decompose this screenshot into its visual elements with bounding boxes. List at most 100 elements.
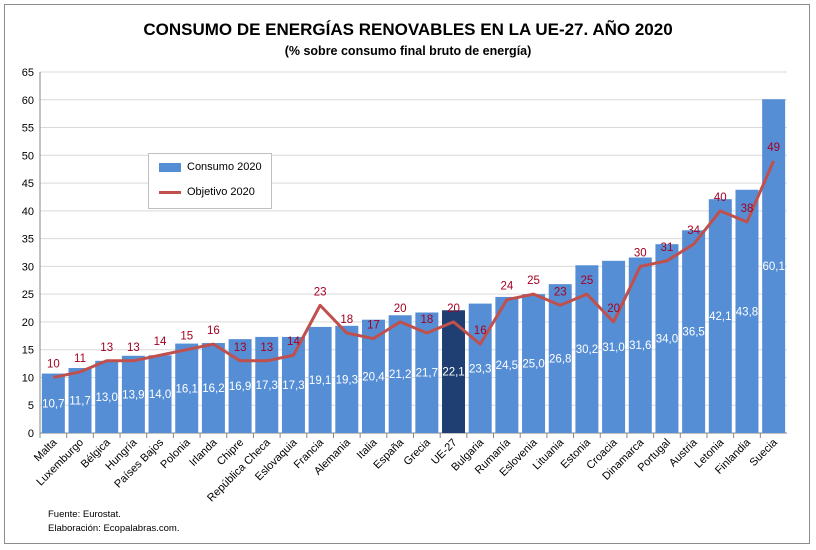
target-data-label: 15 <box>180 331 193 343</box>
bar-data-label: 16,2 <box>202 383 224 395</box>
target-data-label: 18 <box>340 314 353 326</box>
bar-data-label: 11,7 <box>69 396 91 408</box>
bar-data-label: 19,1 <box>309 375 331 387</box>
legend-item-objetivo: Objetivo 2020 <box>159 186 255 198</box>
y-tick-label: 25 <box>22 289 34 301</box>
target-data-label: 23 <box>554 286 567 298</box>
y-tick-label: 0 <box>28 428 34 440</box>
bar-data-label: 23,3 <box>469 363 491 375</box>
bar-data-label: 30,2 <box>576 344 598 356</box>
bar-data-label: 19,3 <box>336 374 358 386</box>
legend-label: Objetivo 2020 <box>187 186 255 198</box>
target-data-label: 14 <box>287 336 300 348</box>
target-data-label: 14 <box>154 336 167 348</box>
bar <box>682 230 706 433</box>
bar-data-label: 31,6 <box>629 340 651 352</box>
source-note: Fuente: Eurostat. <box>48 509 121 520</box>
y-tick-label: 50 <box>22 150 34 162</box>
bar <box>121 355 145 433</box>
credit-note: Elaboración: Ecopalabras.com. <box>48 523 180 534</box>
y-tick-label: 45 <box>22 178 34 190</box>
bar-data-label: 24,5 <box>496 360 518 372</box>
bar-data-label: 13,0 <box>96 392 118 404</box>
bar <box>708 199 732 433</box>
bar <box>655 244 679 433</box>
target-data-label: 25 <box>527 275 540 287</box>
bar-data-label: 13,9 <box>122 389 144 401</box>
y-tick-label: 30 <box>22 261 34 273</box>
legend-swatch-line <box>159 190 181 194</box>
bar-data-label: 36,5 <box>682 327 704 339</box>
target-data-label: 13 <box>127 342 140 354</box>
target-data-label: 30 <box>634 247 647 259</box>
legend-item-consumo: Consumo 2020 <box>159 161 262 173</box>
target-data-label: 20 <box>607 303 620 315</box>
target-data-label: 24 <box>500 281 513 293</box>
target-data-label: 23 <box>314 286 327 298</box>
bar <box>361 319 385 433</box>
bar <box>308 326 332 433</box>
bar <box>602 260 626 433</box>
x-tick-label: España <box>371 436 406 471</box>
target-data-label: 31 <box>661 242 674 254</box>
bar <box>388 315 412 433</box>
bar-data-label: 21,2 <box>389 369 411 381</box>
bar <box>68 368 92 433</box>
target-data-label: 16 <box>207 325 220 337</box>
chart-title: CONSUMO DE ENERGÍAS RENOVABLES EN LA UE-… <box>143 20 673 39</box>
bar <box>175 343 199 433</box>
target-data-label: 13 <box>234 342 247 354</box>
bar <box>548 284 572 433</box>
target-data-label: 13 <box>260 342 273 354</box>
legend-swatch-bar <box>159 162 181 172</box>
x-tick-label: Polonia <box>158 436 193 471</box>
bar <box>495 296 519 433</box>
target-data-label: 38 <box>741 203 754 215</box>
target-data-label: 25 <box>581 275 594 287</box>
bar <box>201 343 225 433</box>
bar <box>575 265 599 433</box>
bar-data-label: 17,3 <box>256 380 278 392</box>
bar <box>442 310 466 433</box>
target-data-label: 18 <box>420 314 433 326</box>
x-tick-label: Suecia <box>748 436 781 469</box>
target-data-label: 20 <box>447 303 460 315</box>
target-data-label: 17 <box>367 320 380 332</box>
x-tick-label: Irlanda <box>187 436 220 469</box>
chart-border <box>4 4 810 544</box>
target-data-label: 10 <box>47 358 60 370</box>
y-tick-label: 60 <box>22 95 34 107</box>
bar <box>148 355 172 433</box>
bar-data-label: 42,1 <box>709 311 731 323</box>
bar <box>522 294 546 433</box>
target-data-label: 49 <box>767 142 780 154</box>
bar-data-label: 17,3 <box>282 380 304 392</box>
bar-data-label: 31,0 <box>602 342 624 354</box>
y-tick-label: 55 <box>22 123 34 135</box>
bar <box>628 257 652 433</box>
target-data-label: 13 <box>100 342 113 354</box>
target-data-label: 34 <box>687 225 700 237</box>
y-tick-label: 10 <box>22 372 34 384</box>
y-tick-label: 15 <box>22 345 34 357</box>
target-data-label: 16 <box>474 325 487 337</box>
bar <box>41 373 65 433</box>
target-data-label: 20 <box>394 303 407 315</box>
bar <box>335 325 359 433</box>
x-tick-label: Lituania <box>531 436 567 472</box>
bar-data-label: 43,8 <box>736 306 758 318</box>
x-tick-label: Grecia <box>402 436 434 468</box>
bar-data-label: 16,9 <box>229 381 251 393</box>
bar-data-label: 16,1 <box>176 383 198 395</box>
legend-label: Consumo 2020 <box>187 161 262 173</box>
bar-data-label: 25,0 <box>522 359 544 371</box>
bar <box>415 312 439 433</box>
bar-data-label: 21,7 <box>416 368 438 380</box>
legend: Consumo 2020 Objetivo 2020 <box>148 153 272 209</box>
y-tick-label: 65 <box>22 67 34 79</box>
target-data-label: 11 <box>74 353 86 365</box>
y-tick-label: 35 <box>22 234 34 246</box>
bar <box>228 339 252 433</box>
bar <box>95 360 119 433</box>
